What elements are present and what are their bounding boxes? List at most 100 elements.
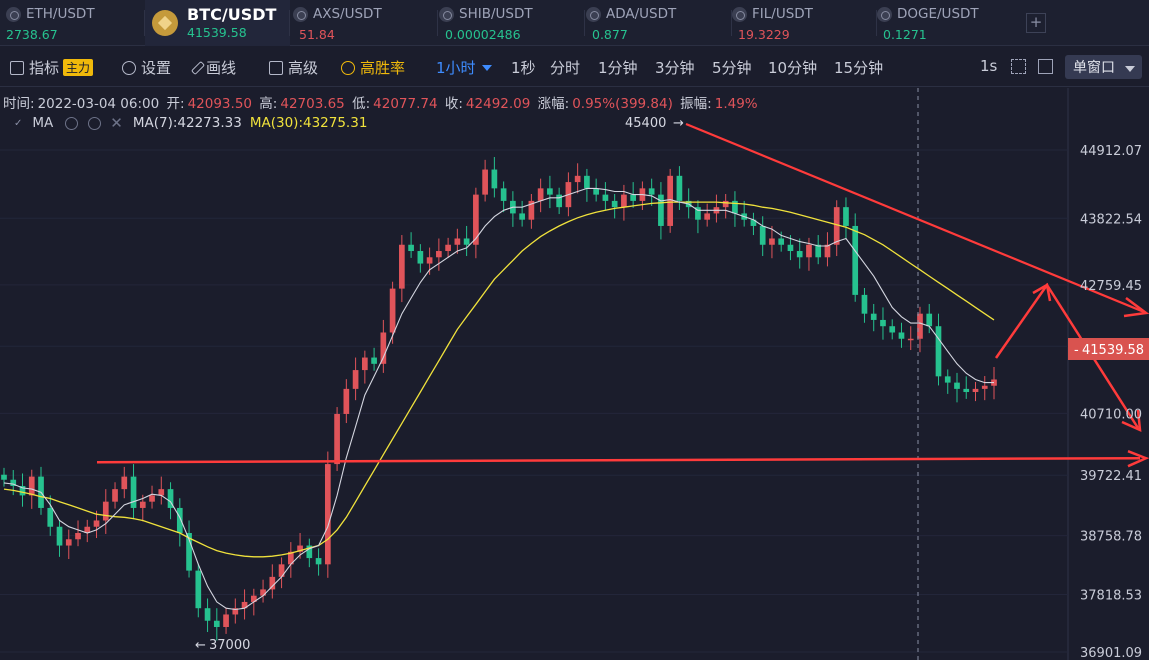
candle[interactable]	[843, 197, 849, 240]
candle[interactable]	[519, 200, 525, 227]
tick-interval[interactable]: 1s	[980, 57, 998, 75]
candle[interactable]	[602, 182, 609, 210]
candle[interactable]	[889, 319, 896, 340]
candle[interactable]	[658, 182, 664, 240]
candle[interactable]	[861, 287, 868, 323]
ticker-tab-doge[interactable]: DOGE/USDT 0.1271	[877, 0, 1023, 46]
candle[interactable]	[149, 485, 155, 509]
candle[interactable]	[704, 203, 711, 227]
candle[interactable]	[445, 237, 451, 258]
candlestick-chart[interactable]: 44912.0743822.5442759.4541780.1440710.00…	[0, 88, 1149, 660]
candle[interactable]	[176, 498, 183, 547]
interval-15m[interactable]: 15分钟	[834, 59, 884, 77]
candle[interactable]	[537, 178, 544, 213]
add-tab-button[interactable]: +	[1026, 13, 1046, 33]
candle[interactable]	[56, 519, 63, 557]
candle[interactable]	[907, 326, 914, 351]
candle[interactable]	[593, 178, 599, 202]
candle[interactable]	[787, 235, 794, 261]
candle[interactable]	[260, 579, 266, 603]
ticker-tab-ada[interactable]: ADA/USDT 0.877	[586, 0, 732, 46]
candle[interactable]	[972, 381, 979, 402]
candle[interactable]	[750, 212, 757, 236]
candle[interactable]	[796, 238, 803, 269]
fullscreen-icon[interactable]	[1011, 59, 1026, 74]
candle[interactable]	[343, 379, 350, 424]
candle[interactable]	[93, 510, 100, 539]
candle[interactable]	[454, 228, 461, 254]
candle[interactable]	[167, 482, 174, 520]
candle[interactable]	[935, 313, 942, 386]
candle[interactable]	[556, 187, 562, 215]
ticker-tab-shib[interactable]: SHIB/USDT 0.00002486	[439, 0, 585, 46]
indicators-button[interactable]: 指标 主力	[10, 57, 94, 78]
close-icon[interactable]: ✕	[110, 114, 123, 132]
candle[interactable]	[102, 489, 109, 534]
candle[interactable]	[482, 159, 488, 202]
collapse-chevron-icon[interactable]: ✓	[14, 117, 23, 129]
candle[interactable]	[833, 200, 840, 257]
draw-button[interactable]: 画线	[190, 57, 236, 78]
candle[interactable]	[436, 238, 442, 271]
main-force-tag[interactable]: 主力	[63, 59, 94, 76]
candle[interactable]	[408, 232, 414, 258]
candle[interactable]	[954, 372, 960, 403]
candle[interactable]	[139, 494, 146, 522]
candle[interactable]	[223, 607, 229, 634]
candle[interactable]	[574, 163, 581, 194]
candle[interactable]	[981, 376, 988, 401]
candle[interactable]	[852, 213, 859, 302]
candle[interactable]	[399, 235, 405, 303]
candle[interactable]	[112, 482, 118, 509]
candle[interactable]	[611, 193, 618, 219]
ticker-tab-axs[interactable]: AXS/USDT 51.84	[293, 0, 438, 46]
candle[interactable]	[759, 216, 766, 257]
popout-icon[interactable]	[1038, 59, 1053, 74]
candle[interactable]	[722, 193, 729, 219]
ticker-tab-btc[interactable]: BTC/USDT 41539.58	[145, 0, 290, 46]
candle[interactable]	[232, 598, 239, 624]
candle[interactable]	[824, 232, 831, 267]
candle[interactable]	[278, 557, 285, 589]
candle[interactable]	[121, 466, 128, 499]
candle[interactable]	[473, 187, 479, 259]
candle[interactable]	[1, 467, 7, 487]
gear-icon[interactable]	[88, 116, 102, 130]
candle[interactable]	[186, 520, 192, 578]
candle[interactable]	[944, 369, 951, 394]
candle[interactable]	[621, 184, 627, 221]
candle[interactable]	[926, 303, 933, 334]
interval-5m[interactable]: 5分钟	[712, 59, 752, 77]
candle[interactable]	[19, 473, 26, 507]
candle[interactable]	[880, 307, 886, 340]
candle[interactable]	[584, 168, 590, 202]
interval-1m[interactable]: 1分钟	[598, 59, 638, 77]
candle[interactable]	[963, 376, 970, 399]
candle[interactable]	[84, 519, 91, 543]
candle[interactable]	[547, 175, 553, 209]
eye-icon[interactable]	[65, 116, 79, 130]
candle[interactable]	[371, 347, 377, 371]
interval-1s[interactable]: 1秒	[511, 59, 536, 77]
candle[interactable]	[815, 235, 822, 265]
candle[interactable]	[324, 451, 331, 578]
candle[interactable]	[195, 563, 202, 618]
window-mode-select[interactable]: 单窗口	[1065, 55, 1142, 79]
candle[interactable]	[732, 191, 738, 227]
candle[interactable]	[315, 548, 322, 576]
candle[interactable]	[898, 322, 905, 348]
candle[interactable]	[75, 520, 81, 547]
ticker-tab-fil[interactable]: FIL/USDT 19.3229	[732, 0, 877, 46]
interval-dropdown[interactable]: 1小时	[436, 57, 492, 78]
candle[interactable]	[500, 181, 507, 213]
candle[interactable]	[287, 542, 294, 578]
candle[interactable]	[204, 598, 211, 633]
candle[interactable]	[389, 281, 396, 344]
interval-timeshare[interactable]: 分时	[550, 59, 581, 77]
candle[interactable]	[769, 225, 775, 259]
advanced-button[interactable]: 高级	[269, 57, 318, 78]
win-rate-button[interactable]: 高胜率	[341, 57, 405, 78]
candle[interactable]	[463, 225, 470, 257]
candle[interactable]	[361, 350, 368, 384]
candle[interactable]	[306, 538, 313, 568]
